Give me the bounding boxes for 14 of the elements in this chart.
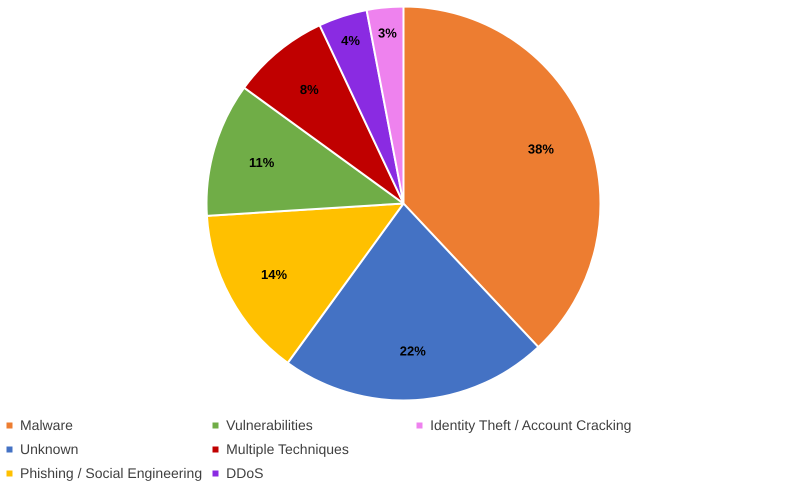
legend-label: Vulnerabilities bbox=[226, 417, 314, 433]
data-label: 14% bbox=[261, 267, 288, 282]
legend-label: DDoS bbox=[226, 465, 264, 481]
legend-label: Phishing / Social Engineering bbox=[20, 465, 202, 481]
data-label: 22% bbox=[400, 343, 426, 358]
data-label: 38% bbox=[528, 142, 554, 157]
data-label: 3% bbox=[378, 25, 398, 40]
data-label: 11% bbox=[248, 154, 275, 170]
legend-label: Multiple Techniques bbox=[226, 441, 350, 457]
data-label: 8% bbox=[300, 82, 320, 98]
legend-label: Identity Theft / Account Cracking bbox=[430, 417, 632, 433]
legend-label: Unknown bbox=[20, 441, 80, 457]
legend-label: Malware bbox=[20, 417, 74, 433]
data-label: 4% bbox=[341, 33, 360, 48]
